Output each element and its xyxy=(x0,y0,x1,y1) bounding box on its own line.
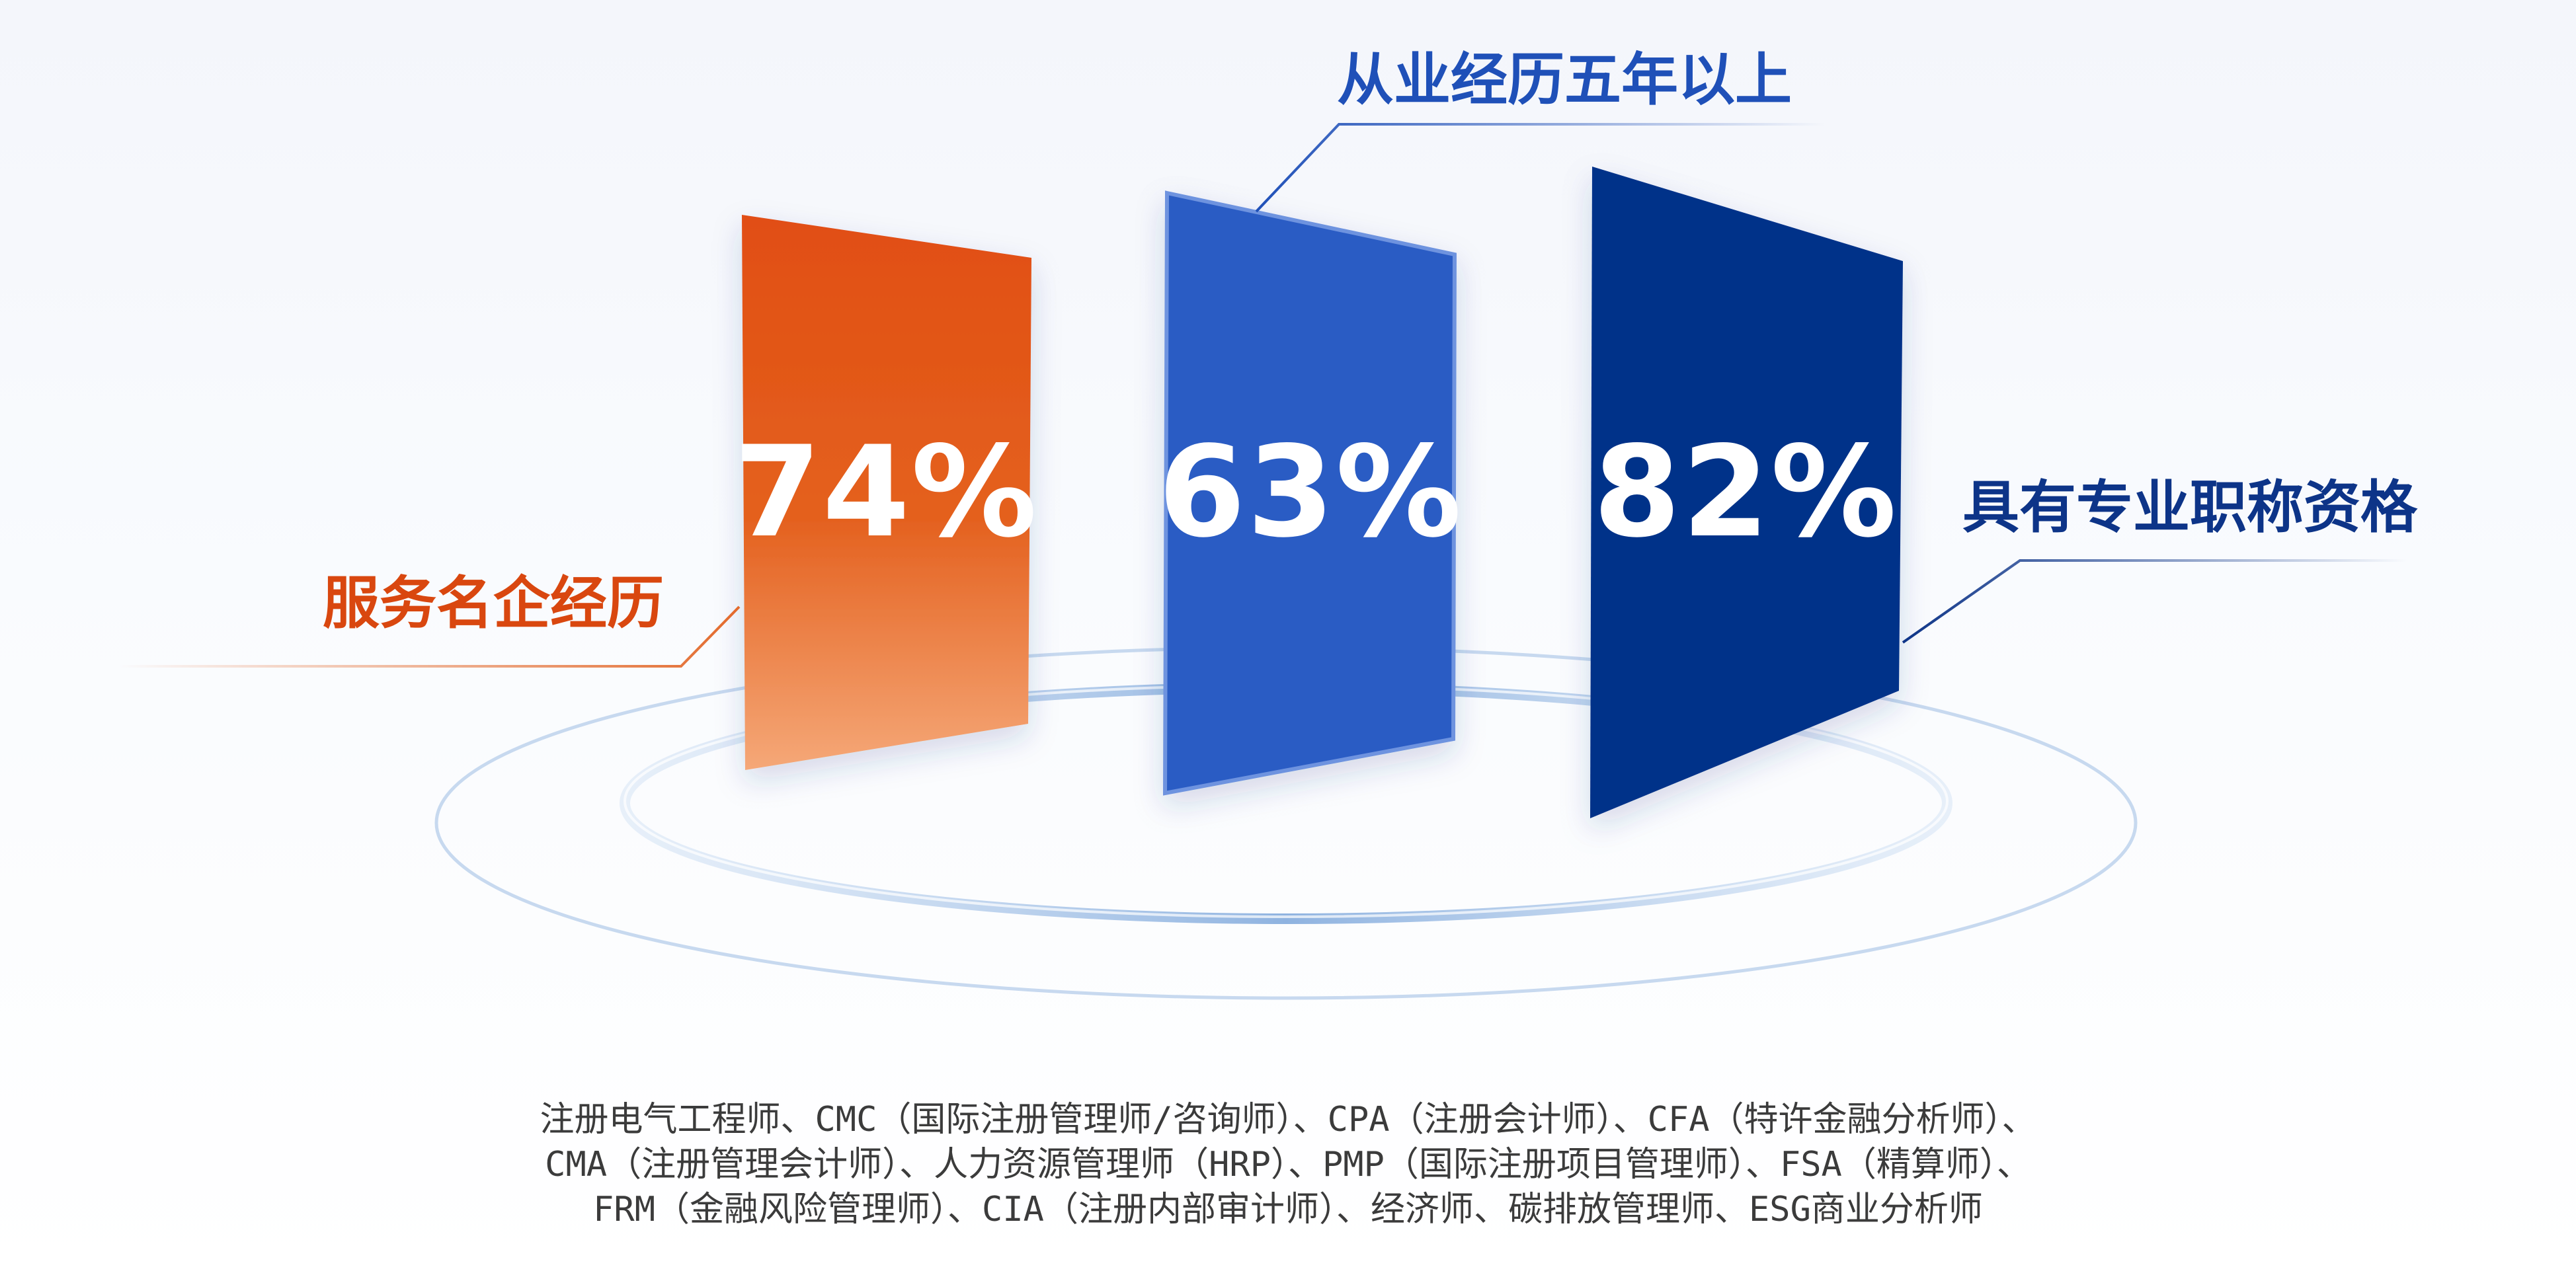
leader-line-blue xyxy=(1255,123,1825,213)
stat-label-2: 从业经历五年以上 xyxy=(1337,47,1792,113)
stat-value-2: 63% xyxy=(1158,419,1463,565)
stat-label-1: 服务名企经历 xyxy=(323,570,664,637)
stat-value-3: 82% xyxy=(1593,419,1898,565)
panel-navy xyxy=(1590,167,1903,818)
leader-line-orange xyxy=(119,605,741,668)
certification-line-2: CMA（注册管理会计师）、人力资源管理师（HRP）、PMP（国际注册项目管理师）… xyxy=(545,1145,2031,1184)
certification-line-1: 注册电气工程师、CMC（国际注册管理师/咨询师）、CPA（注册会计师）、CFA（… xyxy=(540,1100,2036,1140)
certification-line-3: FRM（金融风险管理师）、CIA（注册内部审计师）、经济师、碳排放管理师、ESG… xyxy=(593,1190,1983,1229)
stat-value-1: 74% xyxy=(733,419,1039,565)
panel-orange xyxy=(742,215,1031,770)
panel-blue xyxy=(1162,190,1457,796)
leader-line-navy xyxy=(1902,559,2407,644)
stat-label-3: 具有专业职称资格 xyxy=(1962,475,2417,541)
